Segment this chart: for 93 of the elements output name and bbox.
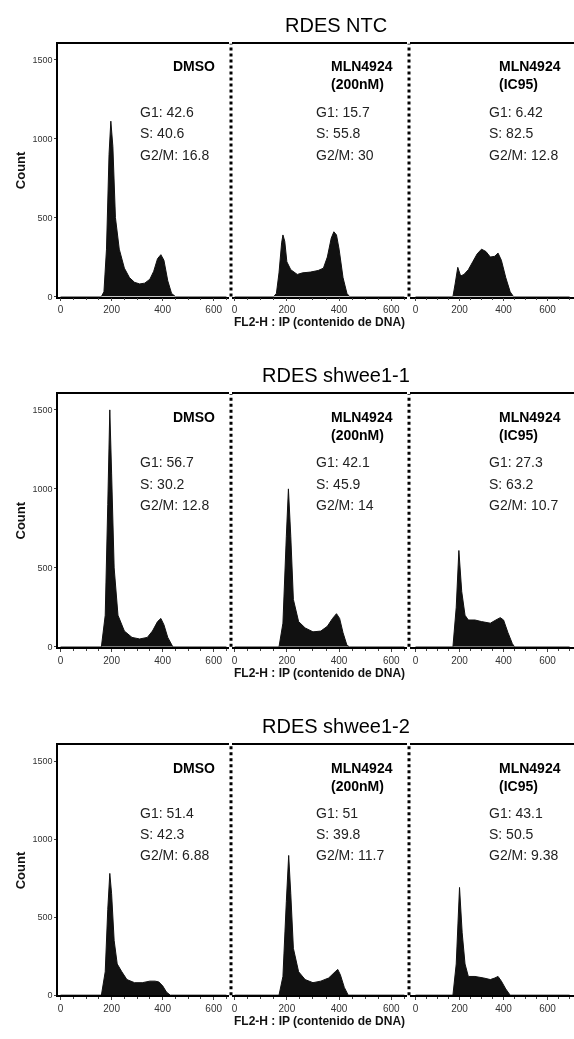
x-tick-label: 0: [412, 1002, 419, 1014]
y-axis-title: Count: [12, 150, 28, 190]
y-tick-label: 1000: [32, 834, 53, 845]
y-axis-title: Count: [12, 851, 28, 890]
x-tick-label: 600: [382, 304, 401, 316]
y-tick-label: 0: [47, 291, 53, 302]
annotation: G1: 51.4: [140, 805, 194, 821]
x-tick-label: 600: [205, 1002, 223, 1014]
x-tick-label: 600: [205, 304, 223, 316]
annotation: G2/M: 30: [316, 147, 374, 163]
x-axis-title: FL2-H : IP (contenido de DNA): [234, 666, 406, 680]
annotation: G2/M: 12.8: [489, 147, 559, 163]
x-tick-label: 200: [451, 654, 469, 666]
x-tick-label: 0: [57, 654, 64, 666]
x-tick-label: 200: [278, 1002, 296, 1014]
y-tick-label: 1500: [32, 756, 53, 767]
annotation: G2/M: 16.8: [140, 147, 210, 163]
y-tick-label: 500: [37, 212, 53, 223]
annotation: DMSO: [173, 760, 216, 776]
y-tick-label: 500: [37, 912, 53, 923]
annotation: DMSO: [173, 58, 216, 74]
x-tick-label: 0: [57, 1002, 64, 1014]
x-axis-title: FL2-H : IP (contenido de DNA): [234, 315, 406, 329]
annotation: G1: 15.7: [316, 104, 370, 120]
x-tick-label: 200: [103, 1002, 121, 1014]
x-tick-label: 0: [231, 304, 238, 316]
annotation: G2/M: 11.7: [316, 847, 385, 863]
annotation: MLN4924 (200nM): [331, 58, 393, 93]
x-tick-label: 0: [412, 654, 419, 666]
y-tick-label: 1000: [32, 484, 53, 495]
annotation: G1: 42.1: [316, 454, 370, 470]
x-tick-label: 400: [330, 1002, 348, 1014]
x-tick-label: 0: [231, 1002, 238, 1014]
x-tick-label: 400: [154, 1002, 172, 1014]
annotation: S: 40.6: [140, 125, 185, 141]
annotation: G2/M: 6.88: [140, 847, 210, 863]
annotation: S: 42.3: [140, 826, 185, 842]
y-tick-label: 0: [47, 642, 53, 653]
chart-title: RDES NTC: [285, 14, 388, 36]
annotation: MLN4924 (IC95): [499, 58, 561, 93]
x-tick-label: 200: [451, 1002, 469, 1014]
annotation: MLN4924 (200nM): [331, 760, 393, 795]
x-tick-label: 200: [278, 304, 296, 316]
chart-title: RDES shwee1-2: [262, 715, 410, 737]
y-axis-title: Count: [12, 501, 28, 540]
x-tick-label: 600: [539, 654, 557, 666]
x-tick-label: 200: [278, 654, 296, 666]
annotation: G2/M: 12.8: [140, 497, 210, 513]
annotation: G2/M: 9.38: [489, 847, 559, 863]
annotation: G1: 43.1: [489, 805, 543, 821]
annotation: S: 82.5: [489, 125, 534, 141]
x-tick-label: 0: [231, 654, 238, 666]
y-tick-label: 1000: [32, 133, 53, 144]
x-tick-label: 600: [205, 654, 223, 666]
y-tick-label: 0: [47, 990, 53, 1001]
x-tick-label: 600: [382, 1002, 401, 1014]
x-tick-label: 0: [57, 304, 64, 316]
annotation: S: 55.8: [316, 125, 361, 141]
x-tick-label: 400: [495, 304, 513, 316]
annotation: G2/M: 14: [316, 497, 374, 513]
x-tick-label: 200: [103, 304, 121, 316]
x-tick-label: 400: [154, 654, 172, 666]
annotation: G1: 6.42: [489, 104, 543, 120]
annotation: G2/M: 10.7: [489, 497, 559, 513]
annotation: G1: 42.6: [140, 104, 194, 120]
x-tick-label: 200: [451, 304, 469, 316]
x-tick-label: 400: [330, 304, 348, 316]
annotation: MLN4924 (IC95): [499, 409, 561, 444]
annotation: G1: 56.7: [140, 454, 194, 470]
chart-title: RDES shwee1-1: [262, 364, 410, 386]
x-tick-label: 400: [330, 654, 348, 666]
annotation: S: 63.2: [489, 476, 534, 492]
annotation: G1: 27.3: [489, 454, 543, 470]
x-axis-title: FL2-H : IP (contenido de DNA): [234, 1014, 406, 1028]
x-tick-label: 600: [382, 654, 401, 666]
annotation: S: 50.5: [489, 826, 534, 842]
x-tick-label: 600: [539, 304, 557, 316]
x-tick-label: 400: [495, 1002, 513, 1014]
annotation: S: 39.8: [316, 826, 361, 842]
annotation: MLN4924 (200nM): [331, 409, 393, 444]
x-tick-label: 600: [539, 1002, 557, 1014]
annotation: S: 30.2: [140, 476, 185, 492]
annotation: G1: 51: [316, 805, 359, 821]
y-tick-label: 500: [37, 563, 53, 574]
annotation: DMSO: [173, 409, 216, 425]
x-tick-label: 0: [412, 304, 419, 316]
y-tick-label: 1500: [32, 54, 53, 65]
annotation: MLN4924 (IC95): [499, 760, 561, 795]
y-tick-label: 1500: [32, 405, 53, 416]
x-tick-label: 200: [103, 654, 121, 666]
x-tick-label: 400: [154, 304, 172, 316]
x-tick-label: 400: [495, 654, 513, 666]
annotation: S: 45.9: [316, 476, 361, 492]
